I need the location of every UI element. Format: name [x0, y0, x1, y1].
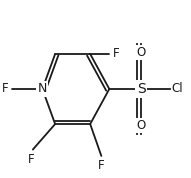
Text: F: F: [112, 48, 119, 61]
Text: O: O: [137, 119, 146, 132]
Text: F: F: [98, 159, 105, 172]
Text: S: S: [137, 82, 146, 96]
Text: F: F: [28, 153, 35, 166]
Text: O: O: [137, 46, 146, 59]
Text: F: F: [2, 82, 9, 96]
Text: N: N: [38, 82, 47, 96]
Text: Cl: Cl: [172, 82, 183, 96]
